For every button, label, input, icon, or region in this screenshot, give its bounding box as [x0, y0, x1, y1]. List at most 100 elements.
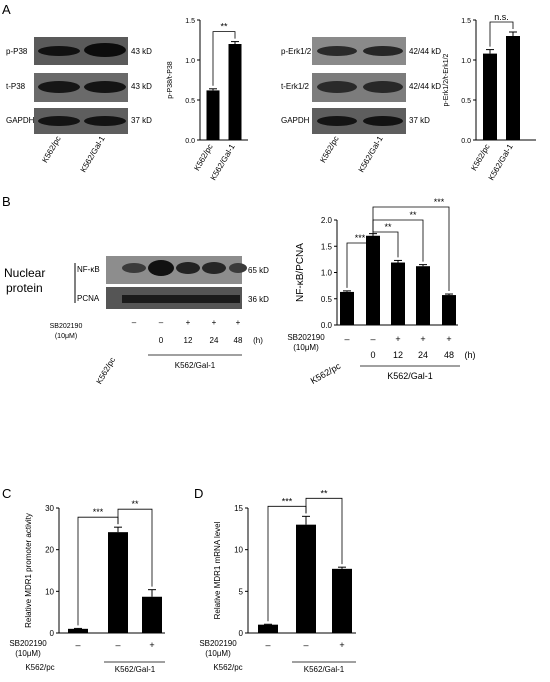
sig-bracket — [117, 508, 153, 587]
sig-bracket — [305, 497, 343, 565]
blot-band — [84, 116, 126, 126]
bar — [108, 532, 128, 633]
blot-b-hours-unit: (h) — [253, 336, 263, 345]
treatment-label: (10μM) — [205, 649, 231, 658]
blot-b-side-label: Nuclear — [4, 266, 45, 280]
sig-label: *** — [282, 496, 293, 506]
bar — [296, 524, 316, 633]
y-tick-label: 15 — [234, 504, 243, 513]
y-tick-label: 0.0 — [185, 138, 195, 145]
treatment-sign: – — [265, 640, 270, 650]
blot-a2-lane-label: K562/pc — [318, 135, 340, 165]
treatment-sign: – — [75, 640, 80, 650]
panel-label-d: D — [194, 486, 203, 501]
group-gal-label: K562/Gal-1 — [115, 665, 156, 674]
blot-a2-kd: 37 kD — [409, 116, 430, 125]
bar — [483, 53, 497, 140]
x-tick-label: K562/pc — [192, 143, 214, 173]
y-tick-label: 10 — [234, 546, 243, 555]
x-tick-label: K562/pc — [469, 143, 491, 173]
y-axis-label: Relative MDR1 promoter activity — [24, 513, 33, 628]
blot-a1: p-P38 t-P38 GAPDH 43 kD 43 kD 37 kD K562… — [6, 37, 152, 174]
y-tick-label: 1.5 — [185, 18, 195, 25]
blot-a2-row-label: t-Erk1/2 — [281, 82, 310, 91]
bar — [332, 568, 352, 633]
bar — [506, 36, 520, 140]
blot-b-row-label: NF-κB — [77, 265, 100, 274]
y-tick-label: 0 — [239, 629, 244, 638]
treatment-label: SB202190 — [9, 639, 47, 648]
blot-band — [363, 46, 403, 56]
blot-b-treatment-label: SB202190 — [50, 323, 83, 330]
sig-bracket — [346, 230, 374, 288]
blot-a1-kd: 43 kD — [131, 82, 152, 91]
blot-b: Nuclear protein NF-κB PCNA 65 kD 36 kD S… — [4, 256, 269, 386]
sig-label: *** — [93, 507, 104, 517]
blot-b-sign: + — [236, 318, 241, 327]
bar — [68, 628, 88, 633]
y-tick-label: 0 — [50, 629, 55, 638]
blot-band — [148, 260, 174, 276]
hours-unit: (h) — [465, 350, 476, 360]
treatment-sign: – — [115, 640, 120, 650]
sig-bracket — [372, 230, 399, 258]
y-tick-label: 0.0 — [321, 321, 333, 330]
blot-band — [38, 116, 80, 126]
hour-label: 12 — [393, 350, 403, 360]
y-tick-label: 1.5 — [461, 18, 471, 25]
treatment-sign: + — [446, 334, 451, 344]
treatment-sign: + — [339, 640, 344, 650]
blot-b-treatment-label: (10μM) — [55, 333, 77, 340]
blot-a2: p-Erk1/2 t-Erk1/2 GAPDH 42/44 kD 42/44 k… — [281, 37, 441, 174]
sig-bracket — [212, 31, 236, 86]
blot-band — [38, 46, 80, 56]
hour-label: 24 — [418, 350, 428, 360]
y-tick-label: 1.0 — [461, 58, 471, 65]
sig-label: ** — [409, 210, 417, 220]
group-pc-label: K562/pc — [309, 361, 343, 386]
sig-label: ** — [220, 22, 228, 32]
treatment-sign: – — [344, 334, 349, 344]
panel-label-b: B — [2, 194, 11, 209]
blot-band — [202, 262, 226, 274]
sig-label: n.s. — [494, 12, 509, 22]
bar — [206, 90, 220, 140]
blot-a1-lane-label: K562/Gal-1 — [79, 134, 107, 174]
blot-b-row-label: PCNA — [77, 294, 100, 303]
y-tick-label: 0.0 — [461, 138, 471, 145]
blot-a1-kd: 43 kD — [131, 47, 152, 56]
blot-b-hour: 48 — [234, 336, 243, 345]
sig-label: ** — [320, 488, 328, 498]
y-axis-label: Relative MDR1 mRNA level — [213, 521, 222, 619]
y-tick-label: 0.5 — [321, 295, 333, 304]
treatment-sign: – — [370, 334, 375, 344]
blot-b-sign: – — [159, 318, 164, 327]
bar — [442, 295, 456, 325]
x-annotation-b: SB202190(10μM) – – + + +0 12 24 48 (h) K562/pc K562… — [287, 333, 475, 386]
blot-a2-row-label: p-Erk1/2 — [281, 47, 312, 56]
blot-a2-kd: 42/44 kD — [409, 47, 441, 56]
blot-band — [317, 81, 357, 93]
blot-b-hour: 0 — [159, 336, 164, 345]
blot-b-kd: 36 kD — [248, 295, 269, 304]
bar — [142, 596, 162, 633]
blot-band — [122, 263, 146, 273]
blot-b-hour: 24 — [210, 336, 219, 345]
blot-band — [122, 295, 240, 303]
blot-b-group-pc: K562/pc — [95, 356, 117, 386]
bar — [228, 44, 242, 140]
bar — [258, 624, 278, 633]
blot-b-group-gal: K562/Gal-1 — [175, 361, 216, 370]
y-axis-label: NF-κB/PCNA — [295, 243, 306, 302]
y-tick-label: 30 — [45, 504, 54, 513]
treatment-label: SB202190 — [287, 333, 325, 342]
blot-a1-row-label: p-P38 — [6, 47, 28, 56]
treatment-sign: + — [420, 334, 425, 344]
sig-label: *** — [434, 197, 445, 207]
blot-a2-row-label: GAPDH — [281, 116, 310, 125]
blot-band — [229, 263, 247, 273]
blot-b-sign: + — [186, 318, 191, 327]
chart-b: 0.00.51.01.52.0NF-κB/PCNA********** — [295, 197, 458, 330]
